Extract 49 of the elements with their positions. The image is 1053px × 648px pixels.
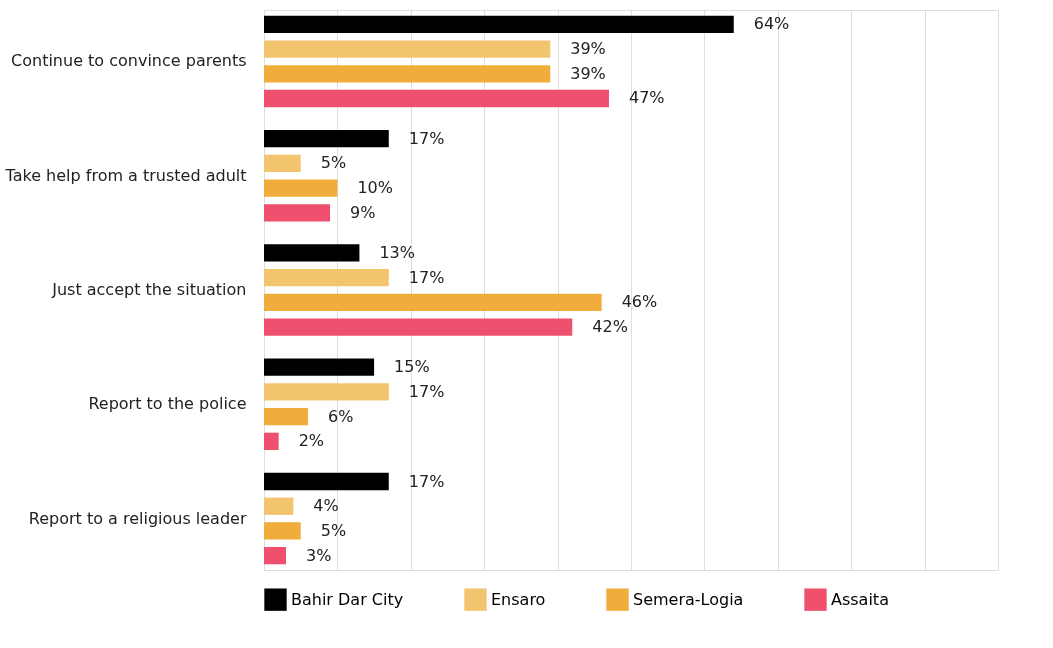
legend-label: Semera-Logia (633, 589, 744, 609)
data-label: 47% (628, 88, 665, 108)
bar (264, 89, 609, 108)
bar (264, 546, 287, 565)
data-label: 5% (320, 520, 347, 540)
data-label: 42% (592, 317, 628, 337)
data-label: 13% (379, 242, 415, 262)
legend-label: Ensaro (491, 589, 546, 609)
y-tick-label: Just accept the situation (51, 280, 247, 299)
data-label: 3% (306, 545, 332, 565)
data-label: 2% (298, 431, 325, 451)
data-label: 39% (570, 63, 606, 83)
bar (264, 407, 309, 426)
bar (264, 318, 573, 336)
bar (264, 497, 294, 515)
bar (264, 40, 551, 58)
data-label: 9% (350, 202, 376, 222)
data-label: 17% (408, 267, 445, 287)
bar (264, 522, 301, 540)
legend-label: Bahir Dar City (291, 589, 404, 609)
legend-label: Assaita (831, 589, 889, 609)
bar (264, 269, 389, 287)
data-label: 15% (394, 357, 430, 377)
bar (264, 383, 389, 401)
bar (264, 65, 551, 83)
bar (264, 130, 389, 148)
bar (264, 432, 279, 450)
y-tick-label: Continue to convince parents (11, 51, 247, 71)
data-label: 10% (357, 178, 393, 198)
data-label: 17% (408, 381, 445, 401)
data-label: 17% (408, 471, 445, 491)
bar (264, 472, 389, 491)
data-label: 6% (328, 406, 354, 426)
bar (264, 154, 301, 173)
data-label: 64% (753, 14, 790, 34)
y-tick-label: Take help from a trusted adult (4, 165, 247, 185)
bar (264, 15, 734, 34)
bar (264, 244, 360, 262)
bar (264, 358, 375, 376)
y-tick-label: Report to a religious leader (28, 508, 247, 528)
bar (264, 293, 602, 311)
y-tick-label: Report to the police (88, 394, 247, 414)
data-label: 39% (570, 39, 606, 59)
bar (264, 204, 331, 222)
data-label: 46% (621, 292, 658, 312)
data-label: 4% (313, 496, 339, 516)
data-label: 17% (408, 128, 445, 148)
data-label: 5% (320, 153, 347, 173)
bar (264, 179, 338, 197)
